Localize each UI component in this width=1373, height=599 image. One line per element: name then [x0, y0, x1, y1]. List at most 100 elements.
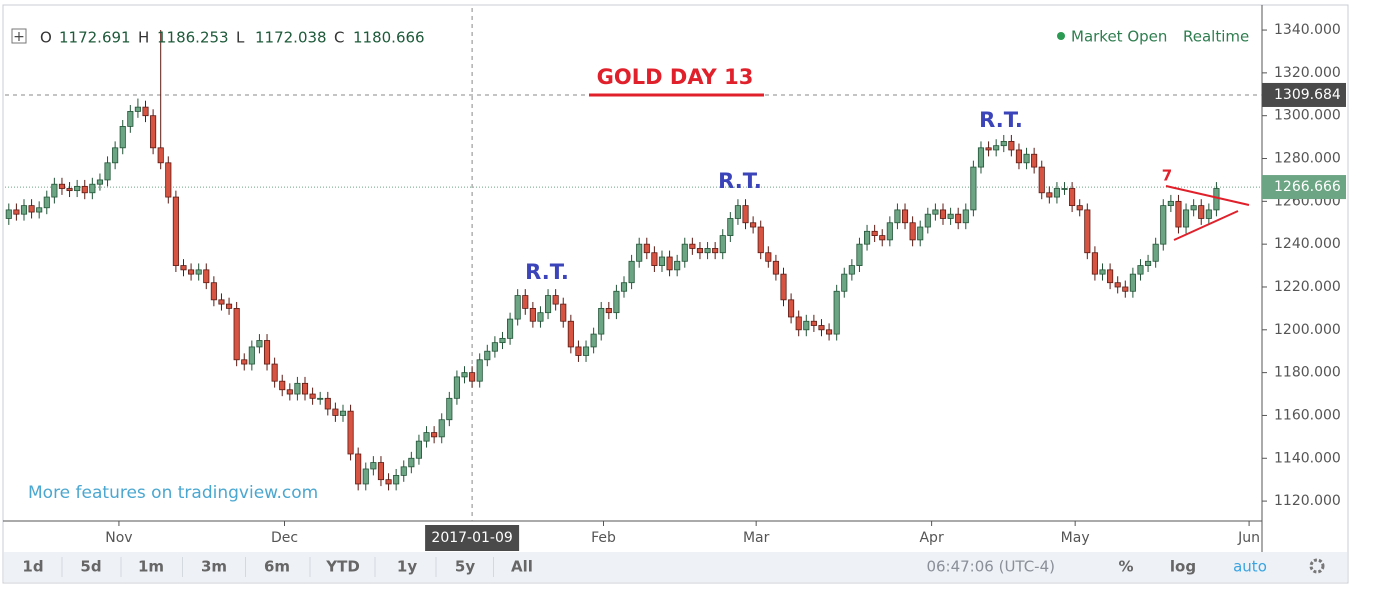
candle-body	[833, 290, 840, 335]
candle-body	[339, 410, 347, 416]
ohlc-legend: O 1172.691 H 1186.253 L 1172.038 C 1180.666	[40, 29, 425, 47]
candle-body	[879, 235, 886, 241]
candle-body	[848, 265, 855, 275]
x-tick-label: Mar	[743, 530, 770, 546]
candle-body	[446, 397, 453, 421]
candle-body	[537, 312, 544, 322]
candle-body	[355, 453, 362, 485]
crosshair-y-tag	[1262, 82, 1346, 107]
annotation: 7	[1162, 167, 1172, 185]
candle-body	[552, 295, 559, 305]
candle-body	[636, 243, 643, 262]
candle-body	[81, 185, 88, 194]
candle-body	[51, 183, 58, 198]
candle-body	[810, 320, 817, 326]
candle-body	[993, 145, 1000, 151]
x-tick-label: Dec	[271, 530, 298, 546]
candle-body	[560, 303, 567, 322]
range-button[interactable]: All	[511, 558, 533, 576]
candle-body	[89, 183, 96, 194]
percent-button[interactable]: %	[1118, 558, 1133, 576]
ohlc-key: H	[138, 29, 149, 47]
candle-body	[1091, 252, 1098, 275]
range-button[interactable]: YTD	[325, 558, 360, 576]
candle-body	[765, 252, 772, 262]
candle-body	[750, 222, 757, 228]
x-tick-label: May	[1061, 530, 1090, 546]
auto-button[interactable]: auto	[1233, 558, 1267, 576]
candle-body	[1152, 243, 1159, 262]
candle-body	[408, 457, 415, 468]
candle-body	[1046, 192, 1053, 198]
candle-body	[772, 260, 779, 275]
candle-body	[28, 205, 35, 213]
range-button[interactable]: 1d	[22, 558, 43, 576]
ohlc-value: 1172.038	[255, 29, 327, 47]
candle-body	[20, 205, 28, 215]
candle-body	[188, 269, 195, 275]
candle-body	[5, 209, 12, 219]
candle-body	[529, 307, 536, 322]
candle-body	[157, 147, 164, 164]
candle-body	[1076, 205, 1083, 211]
log-button[interactable]: log	[1170, 558, 1196, 576]
candle-body	[689, 243, 696, 249]
range-button[interactable]: 5d	[80, 558, 101, 576]
settings-button[interactable]	[1309, 558, 1325, 574]
x-tick-label: Apr	[919, 530, 943, 546]
candle-body	[301, 382, 309, 395]
range-button[interactable]: 6m	[264, 558, 290, 576]
candle-body	[1069, 188, 1076, 207]
candle-body	[210, 282, 217, 301]
candle-body	[453, 376, 460, 399]
candle-body	[286, 389, 293, 395]
candle-body	[1000, 140, 1007, 147]
candle-body	[628, 260, 635, 284]
candle-body	[1145, 260, 1152, 266]
candle-body	[461, 372, 468, 378]
candle-body	[985, 147, 992, 151]
candle-body	[104, 162, 111, 181]
candle-body	[863, 230, 871, 245]
candle-body	[522, 295, 529, 309]
candle-body	[134, 106, 141, 112]
candle-body	[856, 243, 863, 266]
annotation: R.T.	[525, 260, 569, 284]
range-button[interactable]: 3m	[201, 558, 227, 576]
candle-body	[74, 185, 81, 192]
candle-body	[788, 299, 795, 318]
crosshair-y-label: 1309.684	[1274, 87, 1341, 103]
candle-body	[1015, 149, 1023, 164]
gear[interactable]	[1309, 558, 1325, 574]
candle-body	[1129, 273, 1136, 292]
candle-body	[476, 359, 483, 382]
range-button[interactable]: 1m	[138, 558, 164, 576]
crosshair-x-label: 2017-01-09	[431, 530, 512, 546]
candle-body	[719, 235, 726, 254]
annotation: R.T.	[979, 108, 1023, 132]
candle-body	[36, 207, 43, 213]
candle-body	[165, 162, 172, 198]
candle-body	[1038, 166, 1045, 194]
candle-body	[233, 307, 240, 361]
plot	[5, 8, 1262, 521]
candle-body	[780, 273, 787, 301]
range-button[interactable]: 5y	[455, 558, 475, 576]
candle-body	[225, 303, 233, 309]
candle-body	[613, 290, 620, 314]
y-tick-label: 1320.000	[1274, 65, 1341, 81]
candle-body	[894, 209, 901, 224]
candle-body	[818, 325, 825, 331]
candle-body	[294, 382, 301, 395]
candle-body	[385, 479, 392, 485]
candle-body	[1031, 153, 1038, 168]
toolbar-buttons: 1d 5d 1m 3m 6m YTD 1y 5y All	[22, 557, 533, 577]
y-tick-label: 1160.000	[1274, 407, 1341, 423]
candle-body	[180, 265, 187, 271]
candle-body	[605, 307, 612, 314]
candle-body	[1175, 200, 1182, 228]
ohlc-key: L	[236, 29, 245, 47]
range-button[interactable]: 1y	[397, 558, 417, 576]
candle-body	[924, 213, 931, 228]
